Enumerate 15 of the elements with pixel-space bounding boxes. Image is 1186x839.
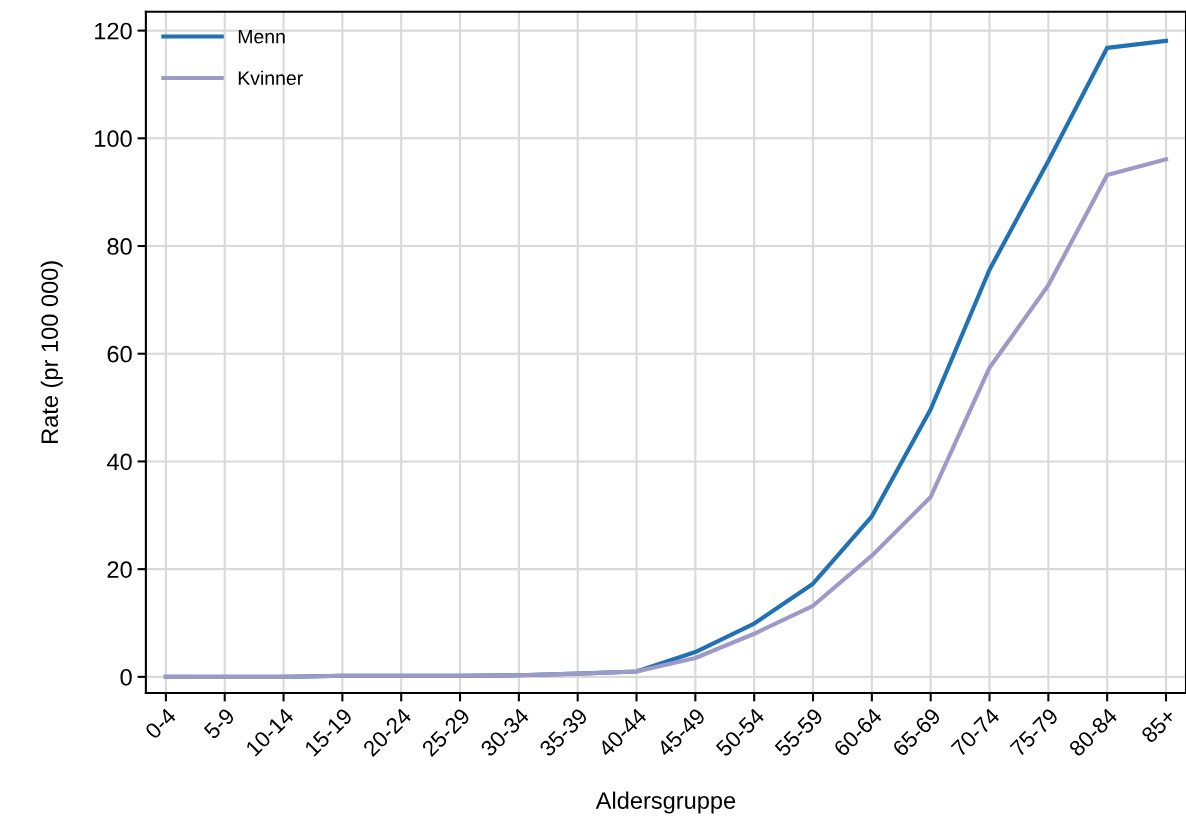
y-tick-label: 100 <box>95 130 132 148</box>
x-axis-title: Aldersgruppe <box>595 791 736 814</box>
y-tick-label: 60 <box>107 345 132 363</box>
x-tick-label: 0-4 <box>144 707 177 740</box>
x-tick-label: 5-9 <box>203 707 236 740</box>
y-tick-label: 120 <box>95 22 132 40</box>
y-tick-label: 20 <box>107 561 132 578</box>
line-series <box>163 157 1169 679</box>
y-axis-title: Rate (pr 100 000) <box>40 261 63 443</box>
legend-label: Menn <box>238 29 285 44</box>
x-tick-label: 85+ <box>1140 707 1177 744</box>
y-tick-label: 80 <box>107 238 132 255</box>
y-tick-label: 40 <box>106 453 132 471</box>
legend-label: Kvinner <box>238 70 303 85</box>
y-tick-label: 0 <box>120 668 132 686</box>
